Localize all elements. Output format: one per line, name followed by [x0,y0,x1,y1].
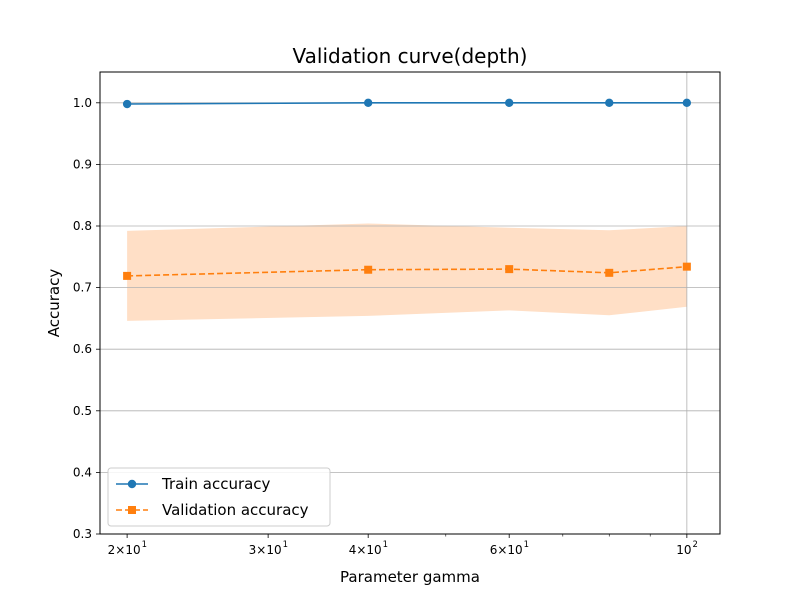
validation-accuracy-point [505,265,514,274]
x-tick-label: 2×10 1 [108,540,147,557]
x-tick-label-exponent: 2 [692,540,697,550]
x-tick-label-base: 2×10 [108,543,141,557]
y-axis-label: Accuracy [45,269,63,338]
x-tick-label-base: 3×10 [249,543,282,557]
y-tick-label: 0.5 [73,404,92,418]
legend: Train accuracy Validation accuracy [107,467,331,527]
legend-box [107,467,331,527]
x-axis-label: Parameter gamma [340,568,480,586]
x-tick-label: 6×10 1 [490,540,529,557]
y-tick-label: 0.3 [73,527,92,541]
x-tick-label-base: 6×10 [490,543,523,557]
y-tick-label: 0.7 [73,281,92,295]
validation-accuracy-point [605,268,614,277]
legend-swatch-marker [128,506,136,514]
x-tick-label: 3×10 1 [249,540,288,557]
y-tick-label: 0.8 [73,219,92,233]
x-tick-label-exponent: 1 [283,540,288,550]
train-accuracy-point [605,98,614,108]
y-tick-label: 0.4 [73,465,92,479]
train-accuracy-point [363,98,373,108]
chart-title: Validation curve(depth) [293,44,528,68]
x-tick-label-exponent: 1 [383,540,388,550]
legend-swatch-marker [127,479,137,489]
confidence-band-1 [127,223,687,321]
validation-accuracy-point [682,262,691,271]
x-tick-label-base: 10 [676,543,691,557]
legend-label: Train accuracy [161,475,271,493]
train-accuracy-point [122,99,132,109]
x-tick-label: 4×10 1 [349,540,388,557]
series-layer [122,98,692,280]
validation-accuracy-point [123,271,132,280]
train-accuracy-point [504,98,514,108]
train-accuracy-point [682,98,692,108]
x-tick-label-base: 4×10 [349,543,382,557]
x-tick-label-exponent: 1 [142,540,147,550]
x-tick-label: 10 2 [676,540,698,557]
tick-layer: 0.30.40.50.60.70.80.91.02×10 1 3×10 1 4×10 1 6… [73,96,698,557]
validation-band-layer [127,223,687,321]
y-tick-label: 1.0 [73,96,92,110]
validation-accuracy-point [364,265,373,274]
plot-frame [99,71,721,535]
y-tick-label: 0.6 [73,342,92,356]
x-tick-label-exponent: 1 [524,540,529,550]
y-tick-label: 0.9 [73,157,92,171]
legend-label: Validation accuracy [162,501,309,519]
